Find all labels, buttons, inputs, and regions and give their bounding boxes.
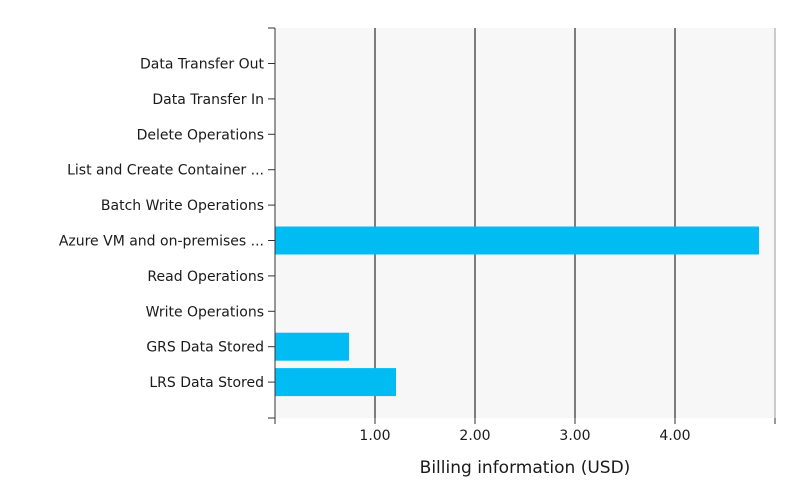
- x-tick-label: 4.00: [659, 428, 690, 444]
- bar: [275, 332, 349, 361]
- bars: [275, 226, 759, 397]
- category-label: Read Operations: [147, 269, 264, 285]
- x-tick-label: 2.00: [459, 428, 490, 444]
- category-label: Data Transfer Out: [140, 57, 265, 73]
- category-label: Azure VM and on-premises ...: [59, 234, 264, 250]
- category-label: Delete Operations: [137, 127, 264, 143]
- x-axis-ticks: 1.00 2.00 3.00 4.00: [274, 418, 776, 444]
- category-label: Write Operations: [146, 304, 264, 320]
- category-label: LRS Data Stored: [149, 375, 264, 391]
- bar: [275, 368, 396, 397]
- gridlines: [374, 28, 776, 418]
- category-label: List and Create Container ...: [67, 163, 264, 179]
- y-axis-ticks: Data Transfer Out Data Transfer In Delete …: [59, 27, 275, 419]
- plot-area: [275, 28, 775, 418]
- bar: [275, 226, 759, 255]
- x-tick-label: 1.00: [359, 428, 390, 444]
- category-label: Data Transfer In: [152, 92, 264, 108]
- x-tick-label: 3.00: [559, 428, 590, 444]
- category-label: GRS Data Stored: [146, 340, 264, 356]
- category-label: Batch Write Operations: [101, 198, 264, 214]
- x-axis-title: Billing information (USD): [420, 458, 631, 478]
